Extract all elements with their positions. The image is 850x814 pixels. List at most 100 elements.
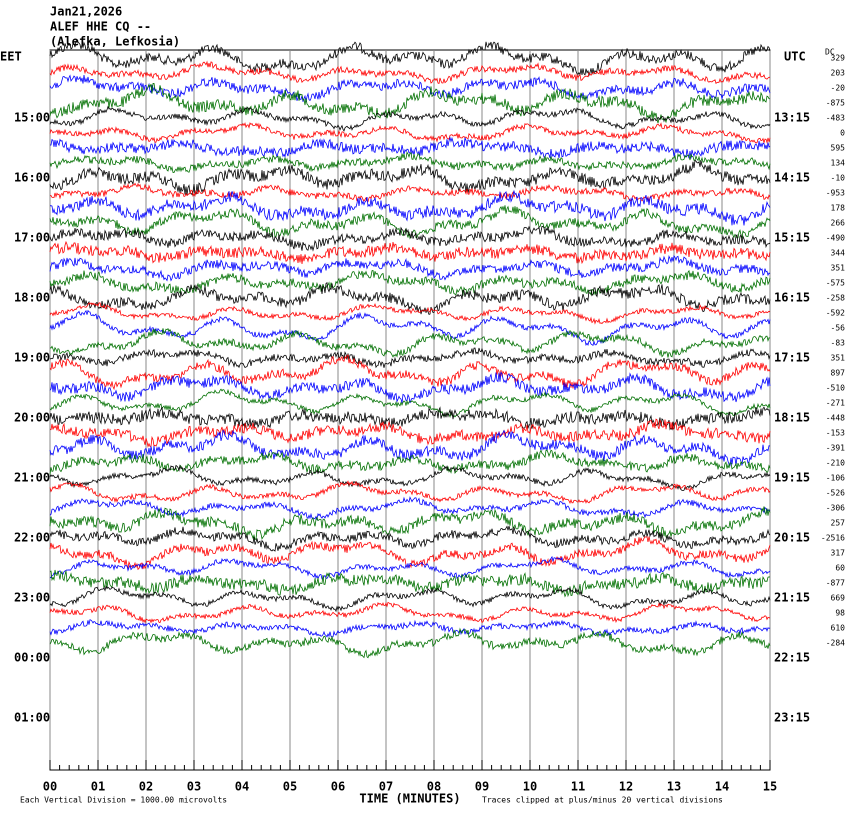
dc-offset: 317: [831, 549, 846, 558]
trace: [49, 601, 770, 624]
right-hour-label: 14:15: [774, 171, 810, 185]
dc-offset: 329: [831, 54, 846, 63]
trace: [49, 269, 771, 296]
x-tick-label: 14: [715, 780, 729, 794]
trace: [49, 525, 771, 552]
left-hour-label: 23:00: [14, 591, 50, 605]
trace: [49, 205, 771, 240]
x-tick-label: 06: [331, 780, 345, 794]
dc-offset: -20: [831, 84, 846, 93]
dc-offset: 60: [835, 564, 845, 573]
dc-offset: -271: [826, 399, 845, 408]
x-tick-label: 02: [139, 780, 153, 794]
dc-offset: -391: [826, 444, 845, 453]
trace: [49, 347, 771, 369]
dc-label: DC: [825, 48, 835, 57]
x-tick-label: 11: [571, 780, 585, 794]
dc-offset: -106: [826, 474, 845, 483]
right-hour-label: 22:15: [774, 651, 810, 665]
trace: [49, 309, 771, 347]
dc-offset: 266: [831, 219, 846, 228]
dc-offset: 897: [831, 369, 846, 378]
dc-offset: -2516: [821, 534, 845, 543]
dc-offset: -575: [826, 279, 845, 288]
x-tick-label: 09: [475, 780, 489, 794]
trace: [49, 406, 771, 431]
dc-offset: 344: [831, 249, 846, 258]
x-tick-label: 12: [619, 780, 633, 794]
dc-offset: -448: [826, 414, 845, 423]
dc-offset: 610: [831, 624, 846, 633]
title-line: ALEF HHE CQ --: [50, 20, 151, 34]
x-tick-label: 13: [667, 780, 681, 794]
dc-offset: -592: [826, 309, 845, 318]
clip-note: Traces clipped at plus/minus 20 vertical…: [482, 796, 723, 805]
left-hour-label: 20:00: [14, 411, 50, 425]
dc-offset: -483: [826, 114, 845, 123]
trace: [49, 40, 771, 77]
trace: [49, 281, 771, 315]
dc-offset: -526: [826, 489, 845, 498]
dc-offset: -284: [826, 639, 845, 648]
title-line: (Alefka, Lefkosia): [50, 35, 180, 49]
left-hour-label: 15:00: [14, 111, 50, 125]
trace: [49, 225, 771, 252]
dc-offset: -210: [826, 459, 845, 468]
trace: [49, 627, 771, 659]
dc-offset: 134: [831, 159, 846, 168]
dc-offset: 351: [831, 264, 846, 273]
dc-offset: -875: [826, 99, 845, 108]
left-hour-label: 22:00: [14, 531, 50, 545]
x-tick-label: 00: [43, 780, 57, 794]
trace: [49, 60, 770, 85]
dc-offset: -258: [826, 294, 845, 303]
trace: [49, 569, 771, 598]
trace: [49, 371, 771, 404]
x-tick-label: 15: [763, 780, 777, 794]
trace: [49, 418, 771, 448]
left-hour-label: 18:00: [14, 291, 50, 305]
trace: [49, 327, 771, 358]
right-hour-label: 21:15: [774, 591, 810, 605]
x-tick-label: 07: [379, 780, 393, 794]
right-zone: UTC: [784, 50, 806, 64]
x-axis-label: TIME (MINUTES): [359, 792, 460, 806]
dc-offset: 669: [831, 594, 846, 603]
right-hour-label: 13:15: [774, 111, 810, 125]
trace: [49, 354, 771, 391]
dc-offset: 0: [840, 129, 845, 138]
trace: [49, 302, 771, 325]
trace: [49, 240, 771, 265]
dc-offset: -153: [826, 429, 845, 438]
left-hour-label: 01:00: [14, 711, 50, 725]
right-hour-label: 17:15: [774, 351, 810, 365]
dc-offset: 351: [831, 354, 846, 363]
trace: [49, 480, 771, 504]
x-tick-label: 03: [187, 780, 201, 794]
scale-note: Each Vertical Division = 1000.00 microvo…: [20, 796, 227, 805]
dc-offset: -306: [826, 504, 845, 513]
left-hour-label: 21:00: [14, 471, 50, 485]
trace: [49, 159, 771, 196]
right-hour-label: 15:15: [774, 231, 810, 245]
trace: [49, 105, 771, 132]
dc-offset: -56: [831, 324, 846, 333]
trace: [49, 182, 771, 203]
dc-offset: 257: [831, 519, 846, 528]
dc-offset: 98: [835, 609, 845, 618]
trace: [49, 122, 771, 144]
dc-offset: -953: [826, 189, 845, 198]
dc-offset: 203: [831, 69, 846, 78]
x-tick-label: 05: [283, 780, 297, 794]
left-zone: EET: [0, 50, 22, 64]
dc-offset: 595: [831, 144, 846, 153]
trace: [49, 254, 771, 282]
x-tick-label: 04: [235, 780, 249, 794]
trace: [49, 555, 771, 580]
right-hour-label: 20:15: [774, 531, 810, 545]
x-tick-label: 08: [427, 780, 441, 794]
dc-offset: -83: [831, 339, 846, 348]
left-hour-label: 19:00: [14, 351, 50, 365]
title-line: Jan21,2026: [50, 5, 122, 19]
